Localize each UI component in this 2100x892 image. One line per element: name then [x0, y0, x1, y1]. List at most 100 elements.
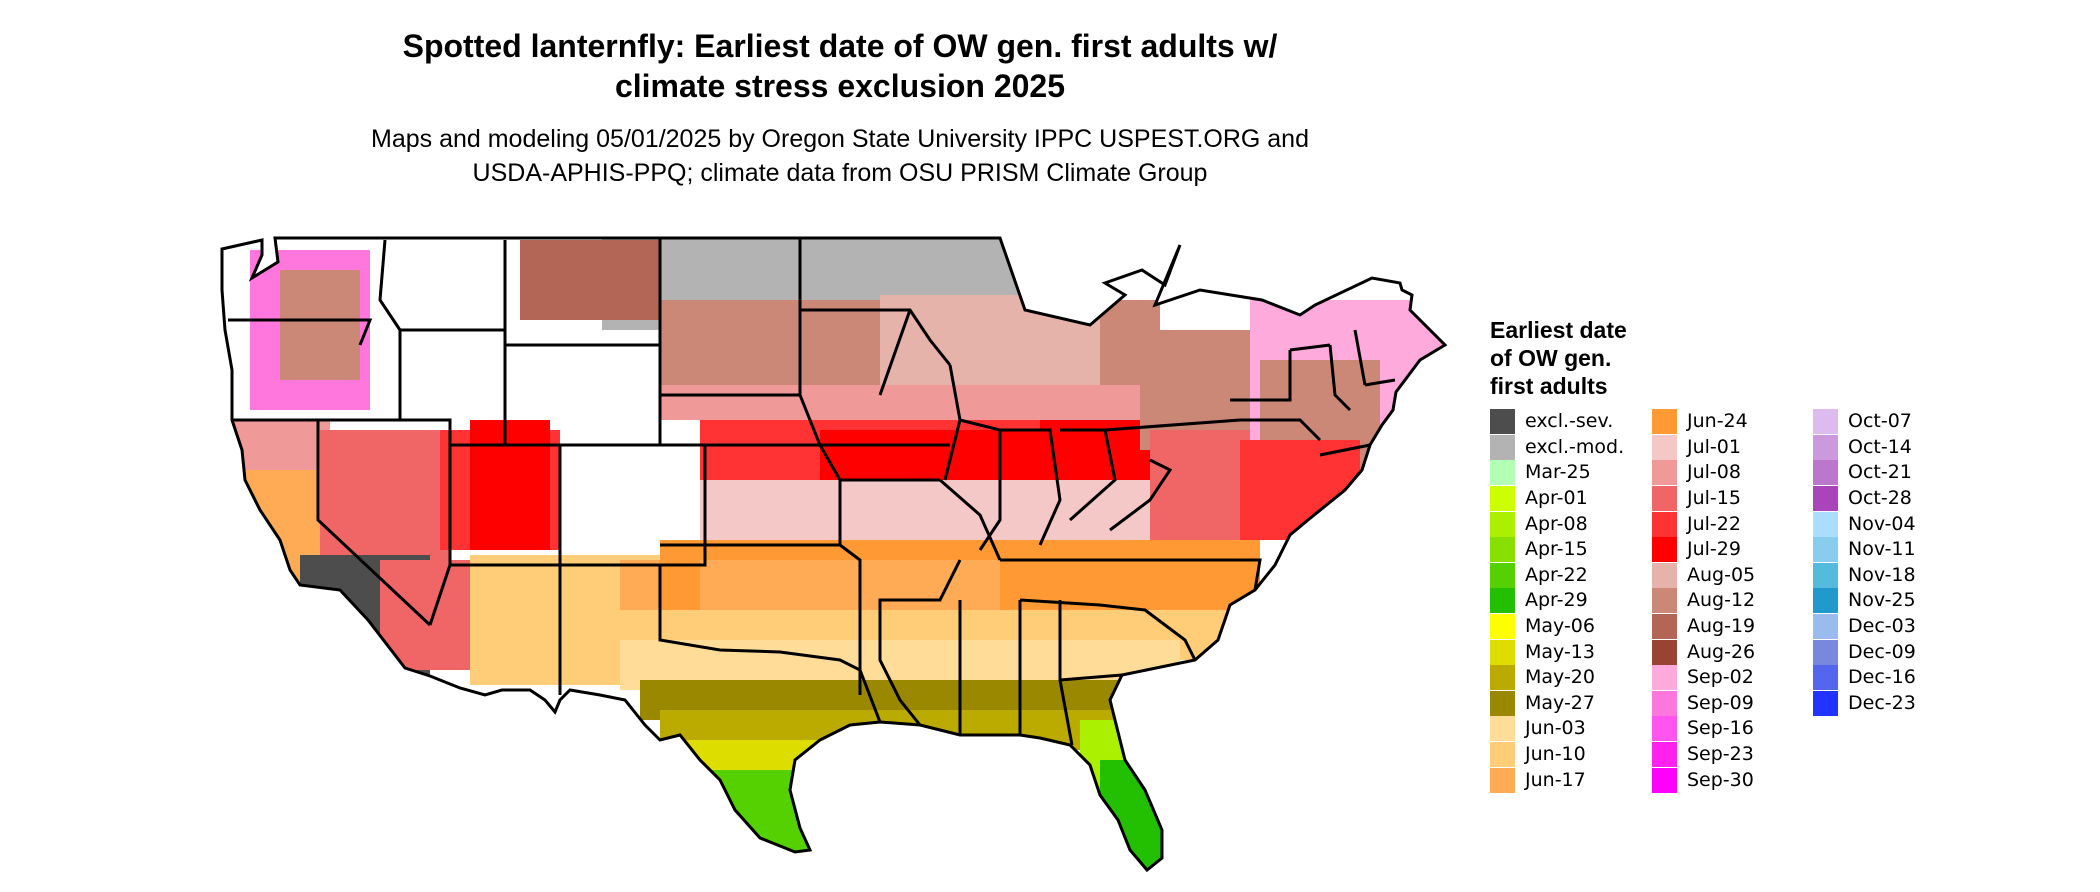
legend-item: Aug-05 — [1652, 562, 1756, 589]
legend-item: Jul-08 — [1652, 460, 1755, 486]
legend-label: Nov-25 — [1848, 589, 1916, 612]
legend-label: Sep-02 — [1687, 666, 1754, 689]
legend-label: Sep-09 — [1687, 691, 1754, 714]
legend-label: Apr-29 — [1525, 589, 1588, 612]
legend-item: Sep-16 — [1652, 716, 1755, 742]
legend-label: Nov-11 — [1848, 538, 1916, 561]
legend-swatch — [1652, 665, 1677, 691]
legend-label: Oct-14 — [1848, 435, 1912, 458]
legend-label: Apr-15 — [1525, 538, 1588, 561]
legend-swatch — [1652, 716, 1677, 742]
map-title-line-1: Spotted lanternfly: Earliest date of OW … — [402, 28, 1278, 64]
legend-title-line-3: first adults — [1490, 373, 1608, 399]
legend-label: Nov-18 — [1848, 563, 1916, 586]
legend-swatch — [1813, 614, 1838, 640]
legend-swatch — [1652, 588, 1677, 614]
legend-swatch — [1652, 460, 1677, 486]
map-subtitle-line-2: USDA-APHIS-PPQ; climate data from OSU PR… — [472, 159, 1208, 187]
legend-item: Sep-09 — [1652, 690, 1755, 717]
legend-item: Oct-14 — [1813, 434, 1916, 461]
legend-label: Mar-25 — [1525, 461, 1591, 484]
legend-item: Jun-03 — [1490, 716, 1624, 742]
legend-item: Nov-04 — [1813, 511, 1916, 537]
legend-label: May-27 — [1525, 691, 1595, 714]
state-boundaries — [220, 236, 1448, 873]
legend-label: Aug-05 — [1687, 563, 1756, 586]
legend-swatch — [1652, 614, 1677, 640]
legend-swatch — [1490, 767, 1515, 793]
legend-item: Apr-01 — [1490, 486, 1624, 512]
legend-label: Apr-22 — [1525, 563, 1588, 586]
legend-title-line-2: of OW gen. — [1490, 345, 1612, 371]
legend-label: Jul-15 — [1687, 487, 1741, 510]
legend-label: Dec-09 — [1848, 640, 1916, 663]
legend-item: Nov-25 — [1813, 588, 1916, 614]
legend-swatch — [1652, 639, 1677, 665]
legend-item: Sep-30 — [1652, 767, 1755, 793]
map-subtitle: Maps and modeling 05/01/2025 by Oregon S… — [300, 122, 1380, 190]
legend-swatch — [1490, 537, 1515, 563]
legend-swatch — [1652, 767, 1677, 793]
legend-label: Jun-10 — [1525, 743, 1586, 766]
legend-swatch — [1652, 562, 1677, 588]
legend-swatch — [1490, 690, 1515, 716]
legend-item: Jul-22 — [1652, 511, 1755, 537]
legend-swatch — [1652, 511, 1677, 537]
legend-label: Jul-01 — [1687, 435, 1741, 458]
map-title: Spotted lanternfly: Earliest date of OW … — [340, 26, 1340, 106]
legend-item: May-27 — [1490, 690, 1624, 717]
legend-label: excl.-sev. — [1525, 410, 1614, 433]
legend-item: Jul-01 — [1652, 434, 1755, 461]
legend-label: Jun-03 — [1525, 717, 1586, 740]
legend-label: May-13 — [1525, 640, 1595, 663]
legend-label: Oct-28 — [1848, 487, 1912, 510]
legend-label: Jun-24 — [1687, 410, 1748, 433]
temperature-zones — [222, 238, 1445, 870]
legend-label: May-20 — [1525, 666, 1595, 689]
legend-swatch — [1813, 665, 1838, 691]
legend-label: Sep-30 — [1687, 768, 1754, 791]
legend-swatch — [1813, 486, 1838, 512]
legend-column-3: Oct-07 Oct-14 Oct-21 Oct-28 Nov-04 Nov-11 Nov-… — [1813, 409, 1916, 716]
legend-label: excl.-mod. — [1525, 435, 1625, 458]
legend-label: Sep-23 — [1687, 743, 1754, 766]
legend-swatch — [1652, 486, 1677, 512]
us-map — [220, 236, 1448, 873]
map-title-line-2: climate stress exclusion 2025 — [614, 68, 1066, 104]
legend-swatch — [1490, 614, 1515, 640]
legend-title-line-1: Earliest date — [1490, 317, 1627, 343]
legend-swatch — [1813, 690, 1838, 716]
legend-label: Aug-12 — [1687, 589, 1756, 612]
legend-item: Jul-29 — [1652, 537, 1755, 563]
legend-swatch — [1813, 409, 1838, 435]
legend-label: May-06 — [1525, 615, 1595, 638]
legend-item: Oct-21 — [1813, 460, 1916, 486]
legend-label: Oct-07 — [1848, 410, 1912, 433]
legend-swatch — [1813, 537, 1838, 563]
legend-item: Oct-07 — [1813, 409, 1916, 435]
legend-swatch — [1490, 665, 1515, 691]
legend-label: Dec-23 — [1848, 691, 1916, 714]
legend-label: Sep-16 — [1687, 717, 1754, 740]
legend-item: Nov-18 — [1813, 562, 1916, 589]
legend-item: Dec-16 — [1813, 665, 1916, 691]
legend-swatch — [1490, 511, 1515, 537]
legend-swatch — [1813, 460, 1838, 486]
legend-item: May-06 — [1490, 614, 1624, 640]
legend-swatch — [1813, 562, 1838, 588]
legend-item: Jun-24 — [1652, 409, 1755, 435]
legend-swatch — [1652, 409, 1677, 435]
legend-item: excl.-sev. — [1490, 409, 1624, 435]
legend-label: Jun-17 — [1525, 768, 1586, 791]
legend-item: Jul-15 — [1652, 486, 1755, 512]
legend-item: Sep-02 — [1652, 665, 1755, 691]
legend-label: Jul-29 — [1687, 538, 1741, 561]
legend-item: Oct-28 — [1813, 486, 1916, 512]
map-subtitle-line-1: Maps and modeling 05/01/2025 by Oregon S… — [371, 125, 1309, 153]
legend-label: Oct-21 — [1848, 461, 1912, 484]
legend-swatch — [1490, 460, 1515, 486]
legend-item: Sep-23 — [1652, 742, 1755, 768]
legend-item: Jun-17 — [1490, 767, 1624, 793]
legend-swatch — [1813, 434, 1838, 460]
legend-column-1: excl.-sev. excl.-mod. Mar-25 Apr-01 Apr-08 Ap… — [1490, 409, 1624, 793]
